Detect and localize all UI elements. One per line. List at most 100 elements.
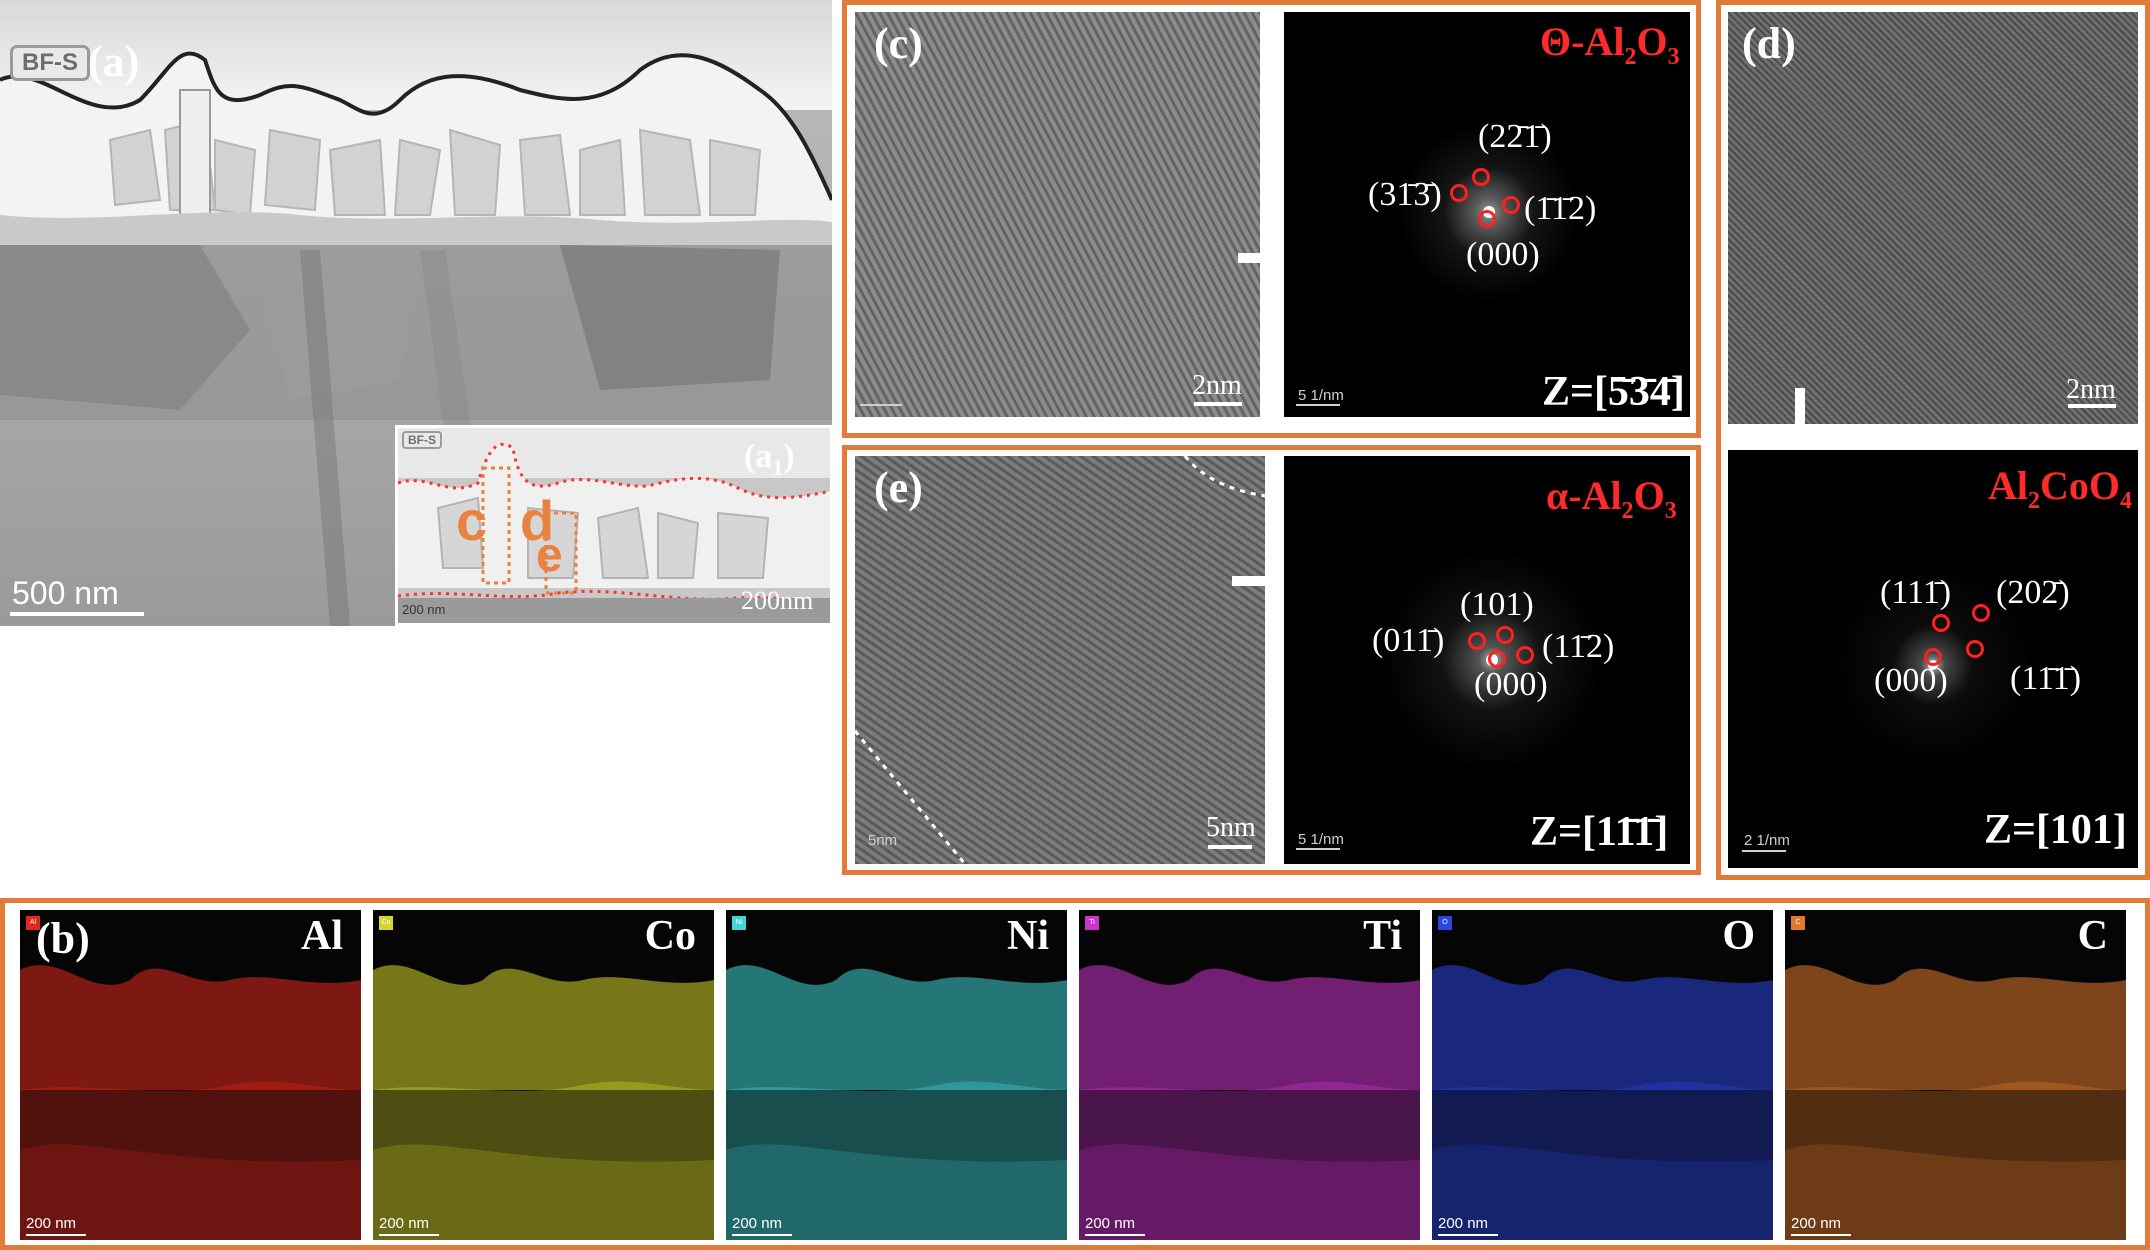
eds-scale-ni: 200 nm — [732, 1215, 783, 1232]
eds-map-al: Al Al 200 nm — [20, 910, 361, 1240]
eds-tag-o: O — [1438, 916, 1452, 930]
eds-scale-c: 200 nm — [1791, 1215, 1842, 1232]
panel-a1: BF-S (a1) c d e 200 nm 200nm — [395, 425, 833, 626]
panel-c-index-0: (22̄1̄) — [1478, 118, 1552, 155]
eds-scale-line-ni — [732, 1234, 792, 1236]
panel-d-scale-bar — [2068, 404, 2116, 408]
panel-a1-label-close: ) — [783, 438, 795, 475]
panel-c-phase-sub2: 3 — [1667, 44, 1680, 70]
panel-b-label: (b) — [36, 914, 90, 963]
eds-element-ni: Ni — [1007, 913, 1049, 959]
panel-c-phase-label: Θ-Al2O3 — [1540, 18, 1680, 71]
panel-c-index-3: (000) — [1466, 236, 1540, 273]
eds-scale-line-al — [26, 1234, 86, 1236]
panel-e-phase-label: α-Al2O3 — [1546, 472, 1677, 525]
panel-c-frame — [842, 0, 1701, 438]
panel-e-phase-mid: O — [1633, 473, 1665, 518]
eds-map-ti: Ti Ti 200 nm — [1079, 910, 1420, 1240]
panel-d-fft-scale-text: 2 1/nm — [1744, 832, 1790, 849]
eds-element-c: C — [2077, 913, 2108, 959]
panel-a-scale-bar — [10, 612, 144, 616]
panel-b-frame — [0, 898, 2150, 1250]
eds-scale-line-co — [379, 1234, 439, 1236]
eds-tag-c: C — [1791, 916, 1805, 930]
panel-d-zone-axis: Z=[101] — [1984, 807, 2127, 853]
eds-element-ti: Ti — [1363, 913, 1402, 959]
panel-d-ring-0 — [1932, 614, 1950, 632]
panel-e-fft — [1284, 456, 1690, 864]
panel-a-scale-text: 500 nm — [12, 575, 119, 611]
panel-d-hrtem — [1728, 12, 2138, 424]
marker-e: e — [536, 529, 563, 582]
eds-tag-ti: Ti — [1085, 916, 1099, 930]
panel-e-ring-0 — [1468, 632, 1486, 650]
panel-e-fft-scale-line — [1296, 848, 1340, 850]
panel-e-ring-2 — [1516, 646, 1534, 664]
panel-c-scale-tiny — [860, 404, 902, 406]
panel-c-scale-bar — [1194, 402, 1242, 406]
eds-scale-al: 200 nm — [26, 1215, 77, 1232]
panel-a1-scale-small: 200 nm — [402, 602, 446, 617]
panel-d-ring-2 — [1924, 648, 1942, 666]
panel-e-index-0: (101) — [1460, 586, 1534, 623]
eds-scale-co: 200 nm — [379, 1215, 430, 1232]
marker-d: d — [520, 489, 555, 552]
eds-map-ni: Ni Ni 200 nm — [726, 910, 1067, 1240]
panel-d-scale-text: 2nm — [2066, 374, 2116, 405]
eds-element-co: Co — [644, 913, 696, 959]
panel-a: BF-S (a) 500 nm — [0, 0, 832, 626]
panel-d-fft-scale-line — [1742, 850, 1786, 852]
panel-c-ring-1 — [1450, 184, 1468, 202]
panel-d-index-2: (000) — [1874, 662, 1948, 699]
panel-d-label: (d) — [1742, 19, 1796, 68]
panel-c-fft-scale-line — [1296, 404, 1340, 406]
panel-e-zone-axis: Z=[11̄1̄] — [1530, 809, 1669, 855]
panel-d-index-3: (11̄1̄) — [2010, 660, 2082, 697]
panel-a1-bf-s-tag: BF-S — [402, 431, 442, 449]
eds-element-o: O — [1722, 913, 1755, 959]
panel-a1-tem-image — [398, 428, 830, 623]
panel-a1-label: (a1) — [744, 438, 795, 481]
eds-scale-line-c — [1791, 1234, 1851, 1236]
panel-c-label: (c) — [874, 19, 923, 68]
panel-d-frame — [1716, 0, 2150, 880]
panel-c-hrtem — [855, 12, 1260, 417]
panel-a-tem-image — [0, 0, 832, 626]
eds-map-co: Co Co 200 nm — [373, 910, 714, 1240]
panel-d-phase-mid: CoO — [2040, 463, 2120, 508]
panel-a1-label-sub: 1 — [772, 454, 784, 480]
panel-e-phase-sub1: 2 — [1621, 498, 1634, 524]
panel-e-scale-text: 5nm — [1206, 812, 1256, 843]
panel-e-phase-prefix: α-Al — [1546, 473, 1622, 518]
panel-c-ring-0 — [1472, 168, 1490, 186]
panel-e-grain-boundaries — [855, 456, 1265, 864]
panel-d-index-0: (111̄) — [1880, 574, 1952, 611]
panel-c-zone-axis: Z=[5̄3̄4̄] — [1542, 369, 1685, 415]
panel-d-ring-3 — [1966, 640, 1984, 658]
panel-c-ring-3 — [1478, 210, 1496, 228]
panel-e-phase-sub2: 3 — [1664, 498, 1677, 524]
panel-a1-label-main: (a — [744, 438, 773, 475]
panel-d-phase-prefix: Al — [1988, 463, 2028, 508]
eds-map-c: C C 200 nm — [1785, 910, 2126, 1240]
panel-c-scale-text: 2nm — [1192, 370, 1242, 401]
panel-d-ring-1 — [1972, 604, 1990, 622]
panel-c-phase-prefix: Θ-Al — [1540, 19, 1625, 64]
eds-scale-o: 200 nm — [1438, 1215, 1489, 1232]
panel-c-phase-mid: O — [1636, 19, 1668, 64]
panel-d-phase-sub2: 4 — [2120, 488, 2132, 514]
panel-d-phase-sub1: 2 — [2028, 488, 2040, 514]
panel-d-index-1: (202̄) — [1996, 574, 2070, 611]
panel-c-index-2: (1̄1̄2) — [1524, 190, 1597, 227]
panel-e-scale-bar — [1208, 845, 1252, 849]
eds-map-o: O O 200 nm — [1432, 910, 1773, 1240]
panel-a1-scale-text: 200nm — [741, 586, 814, 615]
panel-e-ring-3 — [1488, 650, 1506, 668]
eds-scale-line-ti — [1085, 1234, 1145, 1236]
panel-c-fft-scale-text: 5 1/nm — [1298, 387, 1344, 404]
eds-element-al: Al — [301, 913, 343, 959]
eds-tag-co: Co — [379, 916, 393, 930]
panel-e-ring-1 — [1496, 626, 1514, 644]
panel-e-index-2: (11̄2) — [1542, 628, 1615, 665]
panel-a-bf-s-tag: BF-S — [10, 45, 90, 81]
